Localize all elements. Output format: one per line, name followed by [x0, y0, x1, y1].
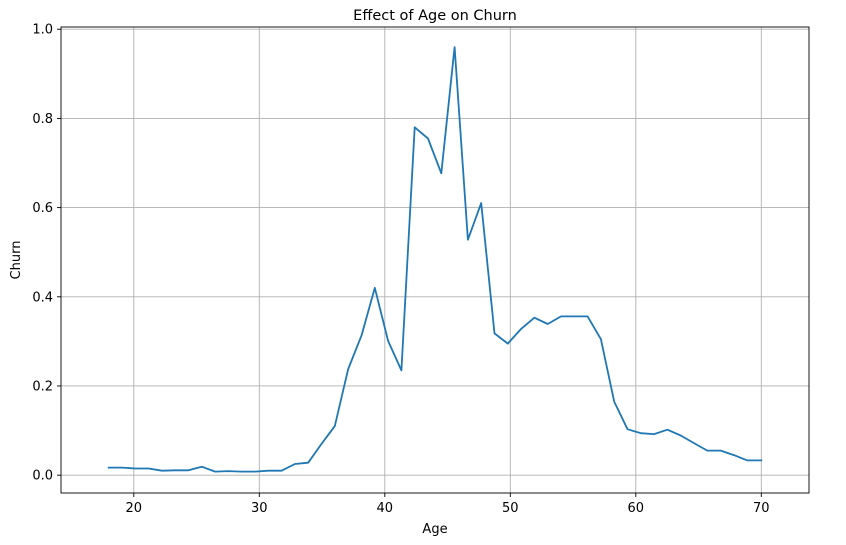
y-tick-label: 0.2 [32, 379, 53, 394]
chart-title: Effect of Age on Churn [353, 8, 517, 24]
y-axis-title: Churn [9, 241, 24, 280]
y-tick-label: 0.6 [32, 201, 53, 216]
series-layer [107, 46, 763, 473]
x-tick-label: 20 [126, 501, 143, 516]
x-tick-label: 60 [628, 501, 645, 516]
x-tick-label: 50 [502, 501, 519, 516]
plot-frame [60, 26, 810, 494]
x-tick-label: 30 [251, 501, 268, 516]
y-tick-label: 0.4 [32, 290, 53, 305]
x-tick-label: 40 [377, 501, 394, 516]
churn-series-line [107, 46, 763, 473]
y-tick-label: 0.0 [32, 469, 53, 484]
x-axis-title: Age [422, 522, 447, 537]
grid [61, 27, 809, 493]
y-tick-label: 0.8 [32, 112, 53, 127]
ticks: 20 30 40 50 60 70 0.0 0.2 0.4 0.6 0.8 1.0 [32, 23, 769, 516]
y-tick-label: 1.0 [32, 23, 53, 38]
x-tick-label: 70 [753, 501, 770, 516]
